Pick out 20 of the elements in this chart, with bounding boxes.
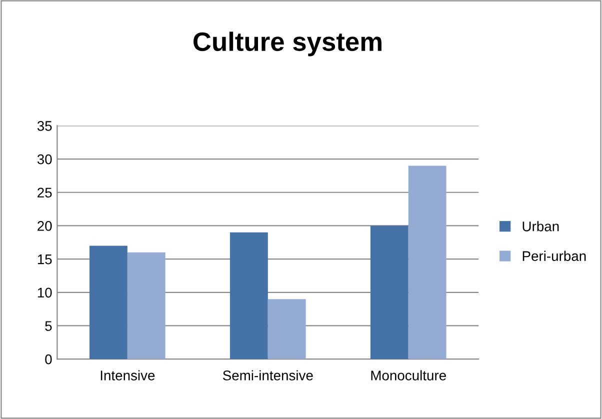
legend-label: Urban xyxy=(522,221,559,232)
y-tick-label: 10 xyxy=(38,288,52,298)
x-tick-label: Intensive xyxy=(100,370,155,380)
bar xyxy=(127,252,166,360)
y-tick-label: 35 xyxy=(37,121,52,131)
y-tick-label: 30 xyxy=(37,154,52,164)
bar xyxy=(408,166,446,360)
chart-title: Culture system xyxy=(194,32,382,56)
legend-label: Peri-urban xyxy=(522,250,586,261)
y-tick-label: 0 xyxy=(45,354,52,364)
y-tick-label: 15 xyxy=(38,254,52,264)
bar xyxy=(230,232,268,360)
bar xyxy=(89,246,128,360)
y-tick-label: 25 xyxy=(38,188,52,198)
y-tick-label: 20 xyxy=(38,221,52,231)
bar xyxy=(370,226,408,360)
x-tick-label: Monoculture xyxy=(371,370,446,380)
bar xyxy=(268,299,306,360)
y-tick-label: 5 xyxy=(45,321,52,331)
x-tick-label: Semi-intensive xyxy=(222,370,313,380)
